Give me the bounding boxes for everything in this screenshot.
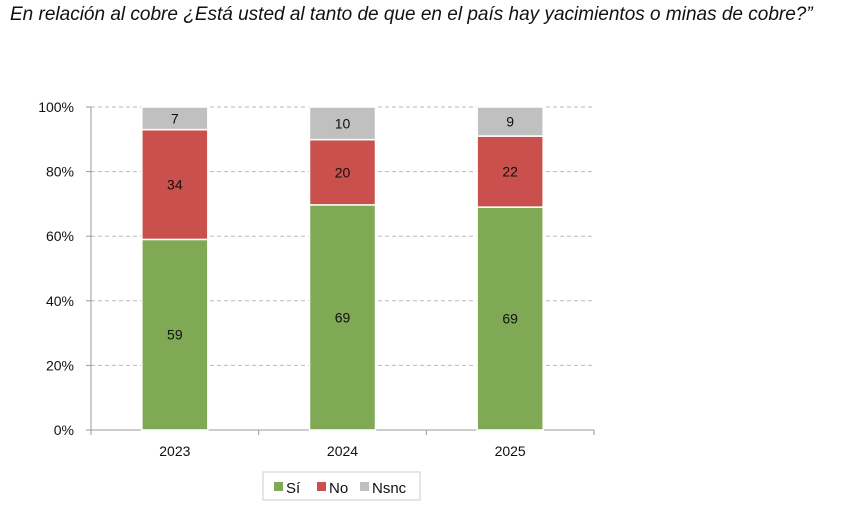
- data-label: 69: [335, 309, 351, 325]
- bar-segment: [476, 135, 544, 208]
- y-tick-label: 40%: [46, 293, 74, 309]
- chart-title: En relación al cobre ¿Está usted al tant…: [10, 4, 813, 25]
- data-label: 69: [502, 311, 518, 327]
- x-tick-label: 2024: [327, 443, 358, 459]
- y-tick-label: 60%: [46, 228, 74, 244]
- data-label: 20: [335, 164, 351, 180]
- legend-label: No: [329, 480, 348, 497]
- y-tick-label: 0%: [54, 422, 74, 438]
- bar-segment: [308, 106, 377, 141]
- bar-segment: [476, 106, 544, 137]
- y-tick-label: 20%: [46, 357, 74, 373]
- data-label: 9: [506, 114, 514, 130]
- legend-label: Nsnc: [372, 480, 407, 497]
- data-label: 34: [167, 177, 183, 193]
- legend-swatch: [274, 482, 283, 491]
- legend-swatch: [360, 482, 369, 491]
- legend-box: [262, 471, 421, 501]
- x-tick-label: 2023: [159, 443, 190, 459]
- legend-swatch: [317, 482, 326, 491]
- data-label: 22: [502, 164, 518, 180]
- legend-label: Sí: [286, 480, 301, 497]
- y-tick-label: 80%: [46, 164, 74, 180]
- data-label: 59: [167, 327, 183, 343]
- x-tick-label: 2025: [495, 443, 526, 459]
- y-tick-label: 100%: [38, 99, 74, 115]
- bar-segment: [308, 204, 377, 431]
- bar-segment: [476, 206, 544, 431]
- bar-segment: [141, 106, 209, 131]
- data-label: 7: [171, 110, 179, 126]
- data-label: 10: [335, 115, 351, 131]
